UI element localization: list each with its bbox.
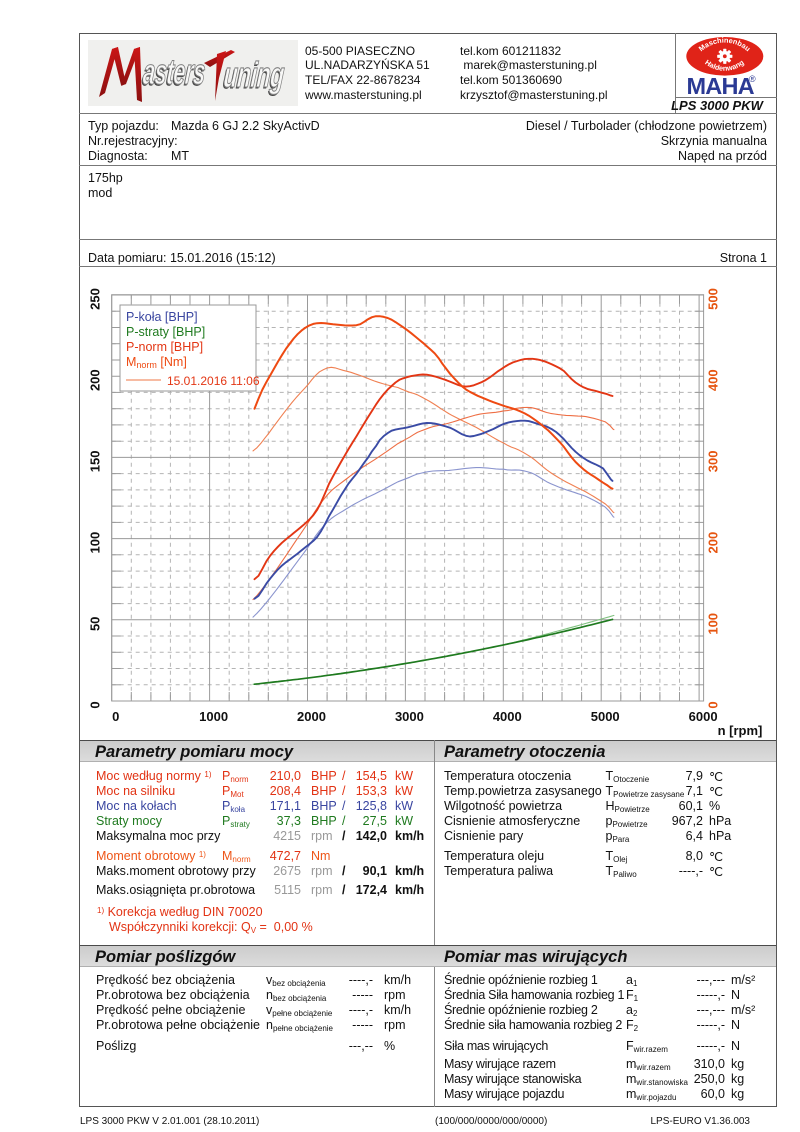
svg-text:15.01.2016 11:06: 15.01.2016 11:06: [167, 374, 260, 388]
svg-text:2000: 2000: [297, 709, 326, 724]
svg-text:Haldenwang: Haldenwang: [703, 58, 745, 73]
svg-text:0: 0: [112, 709, 119, 724]
svg-text:300: 300: [706, 451, 721, 473]
svg-text:200: 200: [88, 369, 103, 391]
svg-text:3000: 3000: [395, 709, 424, 724]
svg-text:150: 150: [88, 451, 103, 473]
svg-text:5000: 5000: [591, 709, 620, 724]
svg-text:asters: asters: [142, 53, 207, 93]
svg-text:100: 100: [706, 613, 721, 635]
svg-text:n [rpm]: n [rpm]: [718, 723, 763, 738]
svg-text:250: 250: [88, 288, 103, 310]
svg-text:400: 400: [706, 369, 721, 391]
svg-text:Mnorm [Nm]: Mnorm [Nm]: [126, 355, 187, 370]
svg-text:P-straty [BHP]: P-straty [BHP]: [126, 325, 205, 339]
svg-text:50: 50: [88, 617, 103, 631]
svg-text:®: ®: [749, 74, 756, 84]
svg-text:200: 200: [706, 532, 721, 554]
svg-text:MAHA: MAHA: [687, 73, 755, 99]
svg-text:6000: 6000: [689, 709, 718, 724]
svg-text:1000: 1000: [199, 709, 228, 724]
svg-text:0: 0: [88, 701, 103, 708]
svg-text:4000: 4000: [493, 709, 522, 724]
svg-text:P-koła [BHP]: P-koła [BHP]: [126, 310, 198, 324]
svg-text:500: 500: [706, 288, 721, 310]
svg-text:0: 0: [706, 701, 721, 708]
svg-text:100: 100: [88, 532, 103, 554]
svg-text:asters: asters: [141, 54, 206, 94]
svg-text:P-norm [BHP]: P-norm [BHP]: [126, 340, 203, 354]
svg-text:uning: uning: [221, 57, 285, 96]
svg-text:uning: uning: [222, 56, 286, 95]
